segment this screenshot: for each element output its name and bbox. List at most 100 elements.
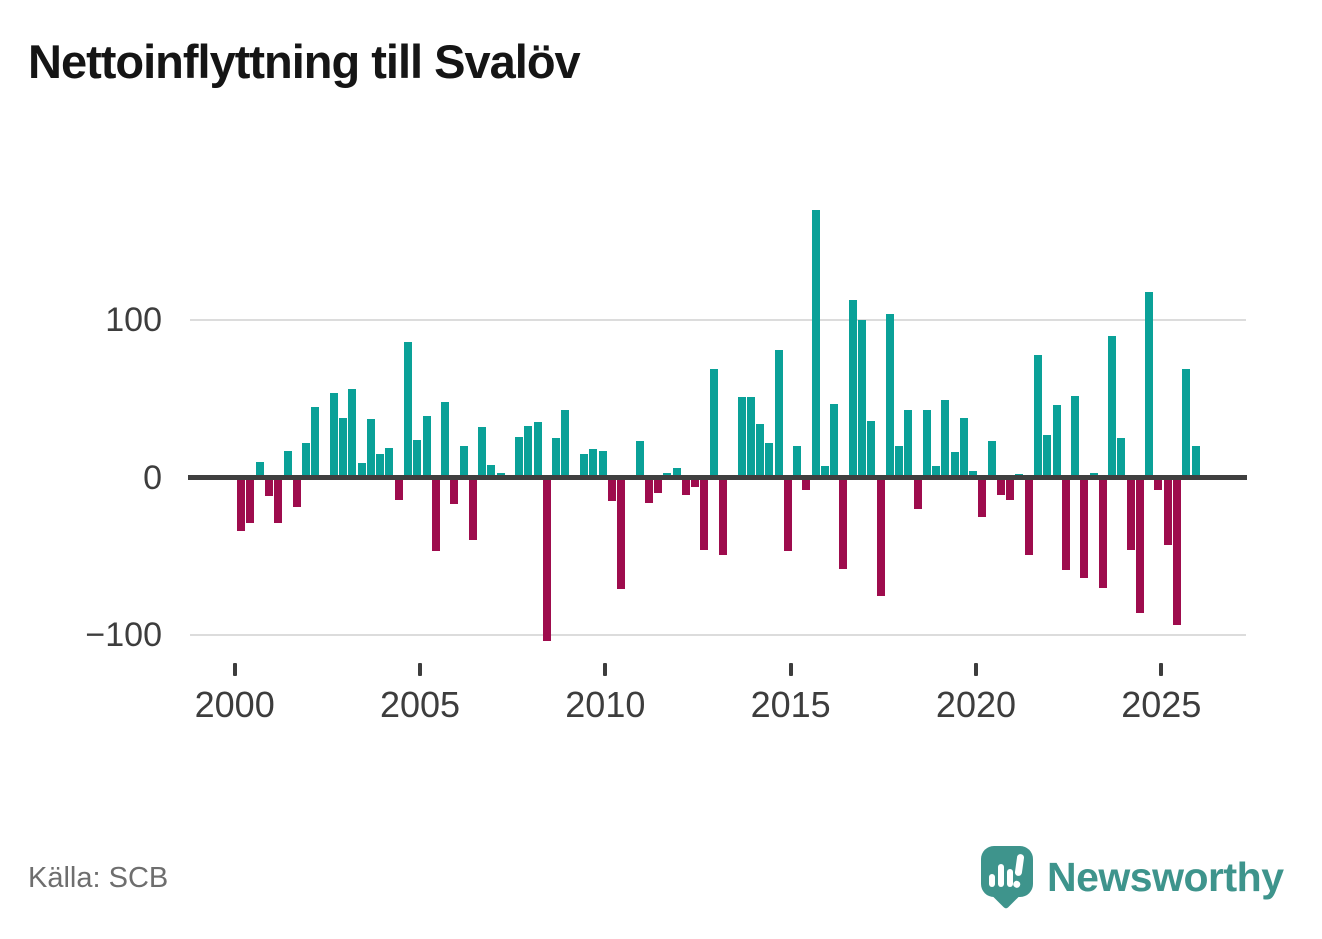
chart-title: Nettoinflyttning till Svalöv — [28, 35, 581, 88]
bar-2024Q3 — [1145, 291, 1154, 478]
x-axis-label-2000: 2000 — [194, 684, 275, 725]
bar-2009Q4 — [598, 450, 607, 478]
bar-2024Q4 — [1154, 477, 1163, 491]
bar-2023Q2 — [1098, 477, 1107, 588]
bar-2012Q4 — [709, 368, 718, 478]
bar-2001Q2 — [283, 450, 292, 478]
bar-2002Q3 — [329, 392, 338, 478]
bar-2025Q2 — [1172, 477, 1181, 626]
bar-2001Q4 — [302, 442, 311, 478]
bar-2010Q4 — [635, 441, 644, 478]
bar-2005Q2 — [431, 477, 440, 552]
logo-minibar-icon — [998, 864, 1004, 887]
bar-2003Q1 — [348, 389, 357, 478]
y-axis-label-0: 0 — [143, 458, 162, 497]
bar-2024Q1 — [1126, 477, 1135, 550]
bar-2017Q1 — [867, 420, 876, 478]
x-axis-tick-2020 — [973, 663, 978, 676]
bar-2019Q2 — [950, 452, 959, 478]
exclamation-dot — [1012, 880, 1021, 889]
source-note: Källa: SCB — [28, 862, 169, 894]
bar-2009Q3 — [589, 449, 598, 478]
bar-2019Q4 — [969, 471, 978, 478]
bar-2015Q4 — [820, 466, 829, 478]
x-axis-tick-2005 — [418, 663, 423, 676]
bar-2009Q2 — [580, 453, 589, 478]
bar-2001Q3 — [292, 477, 301, 508]
bar-2016Q4 — [857, 320, 866, 478]
bar-2021Q2 — [1024, 477, 1033, 555]
bar-2006Q4 — [487, 464, 496, 478]
bar-2022Q1 — [1052, 405, 1061, 478]
bar-2014Q1 — [756, 423, 765, 478]
x-axis-label-2015: 2015 — [750, 684, 831, 725]
bar-2023Q4 — [1117, 438, 1126, 478]
bar-2020Q4 — [1006, 477, 1015, 500]
bar-2022Q3 — [1071, 395, 1080, 478]
bar-2007Q3 — [515, 436, 524, 478]
bar-2021Q3 — [1034, 354, 1043, 478]
newsworthy-wordmark: Newsworthy — [1047, 854, 1284, 900]
bar-2014Q4 — [783, 477, 792, 552]
bar-2022Q2 — [1061, 477, 1070, 571]
x-axis-label-2010: 2010 — [565, 684, 646, 725]
bar-2013Q3 — [737, 397, 746, 478]
bar-2005Q3 — [441, 401, 450, 478]
bar-2011Q4 — [672, 468, 681, 478]
bar-2015Q1 — [793, 446, 802, 478]
bar-2018Q3 — [922, 409, 931, 478]
bar-2001Q1 — [274, 477, 283, 524]
bar-2006Q3 — [478, 427, 487, 478]
bar-2016Q1 — [830, 403, 839, 478]
bar-2008Q4 — [561, 409, 570, 478]
bar-2015Q3 — [811, 209, 820, 478]
bar-2013Q1 — [718, 477, 727, 555]
bar-2006Q2 — [468, 477, 477, 541]
bar-2011Q2 — [654, 477, 663, 494]
bar-2018Q4 — [932, 466, 941, 478]
bar-2002Q4 — [339, 417, 348, 478]
bar-2005Q1 — [422, 416, 431, 478]
bar-2000Q2 — [246, 477, 255, 524]
bar-2019Q1 — [941, 400, 950, 478]
bar-2022Q4 — [1080, 477, 1089, 579]
bar-2020Q3 — [996, 477, 1005, 495]
bar-2003Q3 — [366, 419, 375, 478]
bar-2010Q1 — [607, 477, 616, 502]
bar-2025Q4 — [1191, 446, 1200, 478]
bar-2015Q2 — [802, 477, 811, 491]
bar-2012Q2 — [691, 477, 700, 487]
newsworthy-logo: Newsworthy — [981, 846, 1293, 916]
bar-2017Q2 — [876, 477, 885, 596]
x-axis-label-2005: 2005 — [379, 684, 461, 725]
x-axis-tick-2015 — [788, 663, 793, 676]
newsworthy-logo-icon — [981, 846, 1033, 910]
bar-2008Q3 — [552, 438, 561, 478]
bar-2011Q1 — [644, 477, 653, 503]
bar-2008Q1 — [533, 422, 542, 478]
x-axis-tick-2025 — [1159, 663, 1164, 676]
x-axis-tick-2000 — [232, 663, 237, 676]
bar-2020Q2 — [987, 441, 996, 478]
bar-2025Q1 — [1163, 477, 1172, 546]
zero-axis-line — [188, 475, 1247, 480]
bar-2016Q3 — [848, 299, 857, 478]
bar-2019Q3 — [959, 417, 968, 478]
x-axis-label-2025: 2025 — [1121, 684, 1202, 725]
bar-2016Q2 — [839, 477, 848, 569]
bar-2004Q1 — [385, 447, 394, 478]
bar-2024Q2 — [1135, 477, 1144, 613]
bar-2012Q3 — [700, 477, 709, 550]
bar-2017Q3 — [885, 313, 894, 478]
bar-2007Q4 — [524, 425, 533, 478]
gridline-minus-100 — [190, 634, 1246, 636]
bar-2012Q1 — [681, 477, 690, 495]
gridline-plus-100 — [190, 319, 1246, 321]
bar-2008Q2 — [542, 477, 551, 642]
bar-2006Q1 — [459, 446, 468, 478]
bar-2005Q4 — [450, 477, 459, 505]
bar-2004Q4 — [413, 439, 422, 478]
bar-2013Q4 — [746, 397, 755, 478]
bar-2021Q4 — [1043, 435, 1052, 478]
